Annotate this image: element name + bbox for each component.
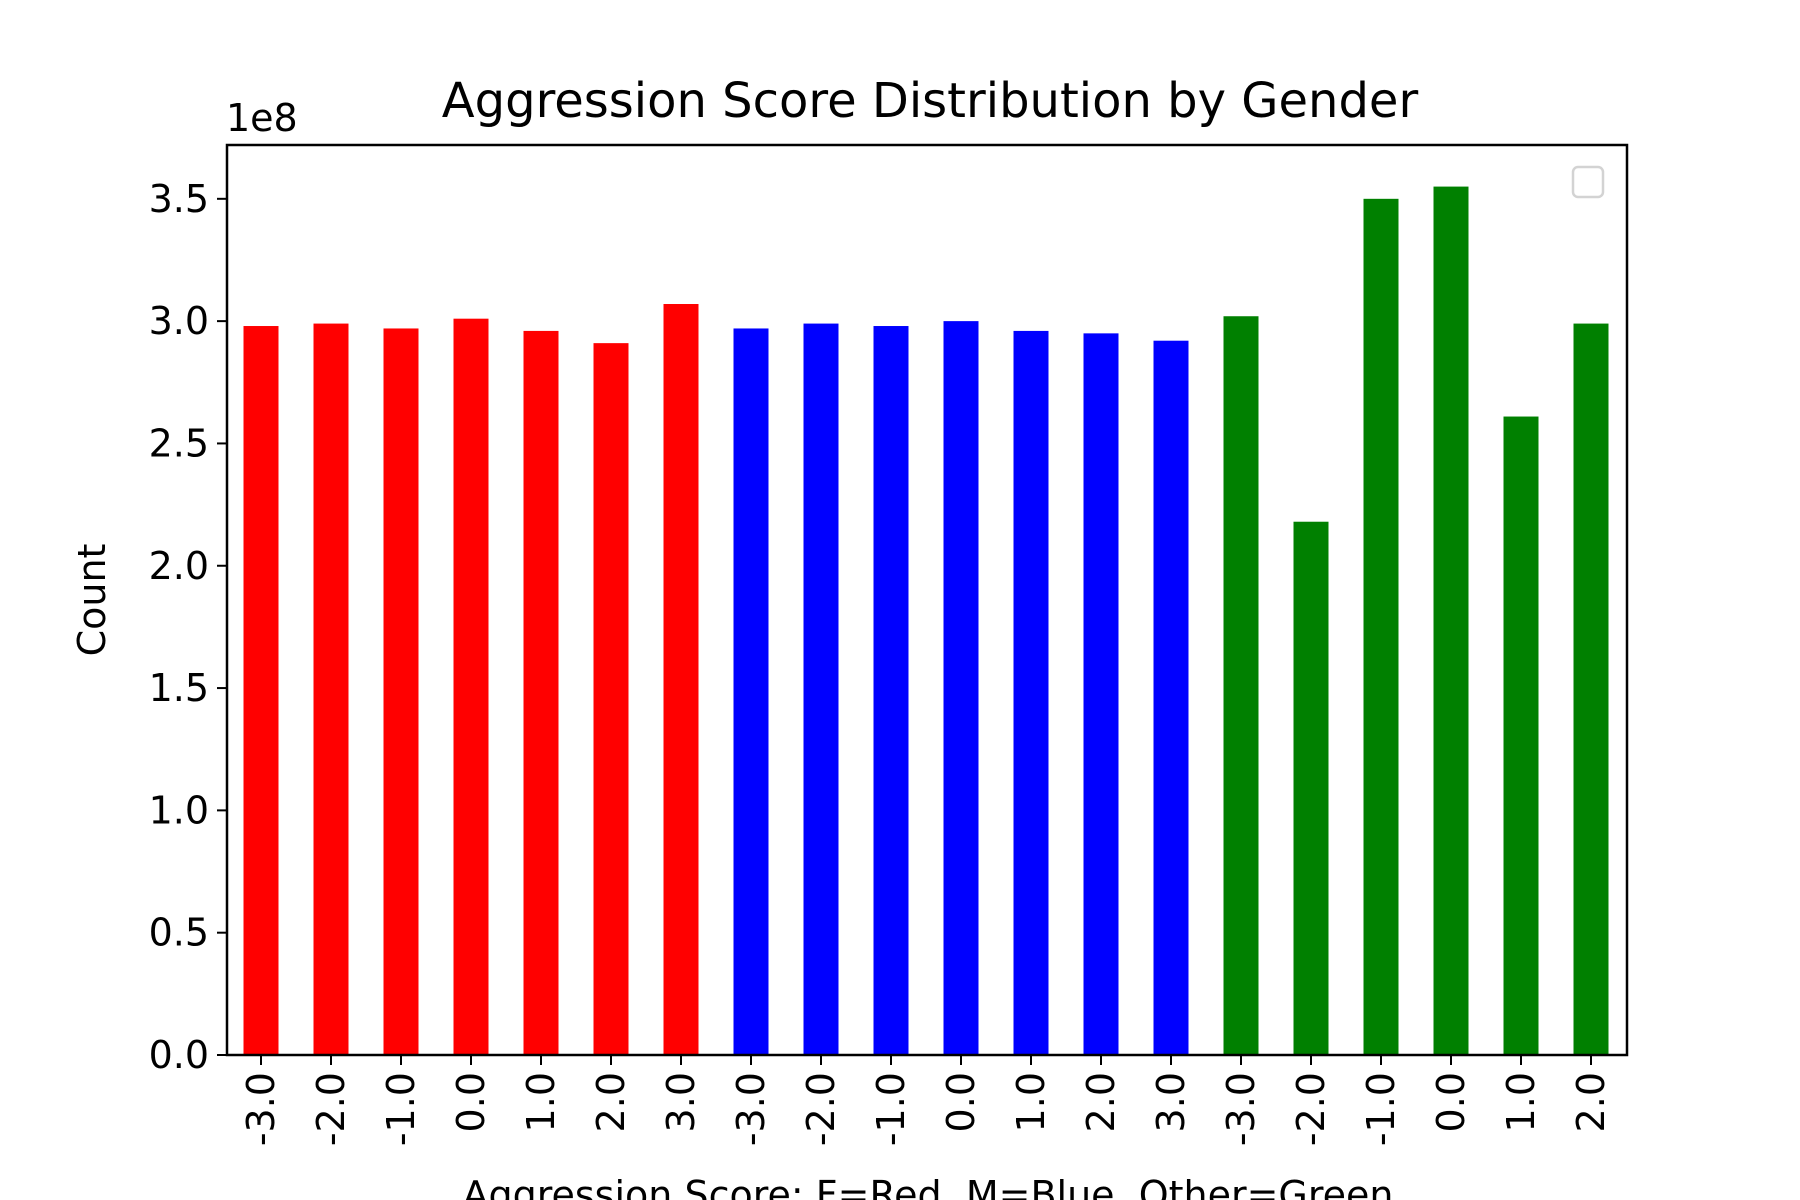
bar — [1293, 521, 1329, 1055]
x-tick-label: 2.0 — [589, 1072, 633, 1132]
y-tick-label: 2.5 — [149, 421, 209, 465]
x-tick-label: 1.0 — [1499, 1072, 1543, 1132]
bar — [803, 323, 839, 1055]
bar — [733, 328, 769, 1055]
y-tick-label: 3.0 — [149, 299, 209, 343]
y-tick-label: 0.5 — [149, 911, 209, 955]
x-tick-label: 3.0 — [1149, 1072, 1193, 1132]
x-tick-label: 1.0 — [519, 1072, 563, 1132]
bar — [873, 326, 909, 1056]
y-tick-label: 0.0 — [149, 1033, 209, 1077]
x-ticks-group: -3.0 -2.0 -1.0 0.0 1.0 2.0 3.0 -3.0 -2.0 -1.0 0.0 1… — [239, 1055, 1613, 1146]
bar — [1223, 316, 1259, 1055]
x-tick-label: -2.0 — [799, 1072, 843, 1146]
bar — [593, 343, 629, 1056]
x-tick-label: -3.0 — [239, 1072, 283, 1146]
x-tick-label: -1.0 — [379, 1072, 423, 1146]
bar — [1503, 416, 1539, 1056]
y-offset-text: 1e8 — [226, 96, 298, 140]
x-tick-label: -2.0 — [309, 1072, 353, 1146]
y-ticks-group: 0.0 0.5 1.0 1.5 2.0 2.5 3.0 3.5 — [149, 177, 227, 1077]
x-tick-label: 0.0 — [939, 1072, 983, 1132]
bar — [243, 326, 279, 1056]
bar — [1363, 198, 1399, 1055]
x-tick-label: 2.0 — [1569, 1072, 1613, 1132]
bar — [943, 321, 979, 1055]
x-tick-label: -2.0 — [1289, 1072, 1333, 1146]
x-tick-label: -3.0 — [1219, 1072, 1263, 1146]
x-tick-label: -1.0 — [869, 1072, 913, 1146]
x-tick-label: 1.0 — [1009, 1072, 1053, 1132]
bar — [1573, 323, 1609, 1055]
x-tick-label: 0.0 — [449, 1072, 493, 1132]
y-tick-label: 1.0 — [149, 788, 209, 832]
bar — [663, 304, 699, 1055]
x-tick-label: 0.0 — [1429, 1072, 1473, 1132]
y-axis-label: Count — [70, 544, 114, 657]
chart-title: Aggression Score Distribution by Gender — [442, 73, 1419, 129]
plot-frame — [225, 143, 1629, 1057]
bar — [523, 330, 559, 1056]
bar — [1153, 340, 1189, 1055]
bar — [453, 318, 489, 1055]
bar — [1013, 330, 1049, 1056]
y-tick-label: 3.5 — [149, 177, 209, 221]
bar — [1433, 186, 1469, 1055]
bar — [1083, 333, 1119, 1055]
y-tick-label: 1.5 — [149, 666, 209, 710]
x-tick-label: 2.0 — [1079, 1072, 1123, 1132]
x-tick-label: -1.0 — [1359, 1072, 1403, 1146]
x-axis-label: Aggression Score: F=Red, M=Blue, Other=G… — [462, 1173, 1393, 1200]
x-tick-label: 3.0 — [659, 1072, 703, 1132]
legend-box — [1571, 165, 1605, 199]
x-tick-label: -3.0 — [729, 1072, 773, 1146]
bar — [383, 328, 419, 1055]
bars-group — [243, 186, 1609, 1056]
bar — [313, 323, 349, 1055]
y-tick-label: 2.0 — [149, 544, 209, 588]
